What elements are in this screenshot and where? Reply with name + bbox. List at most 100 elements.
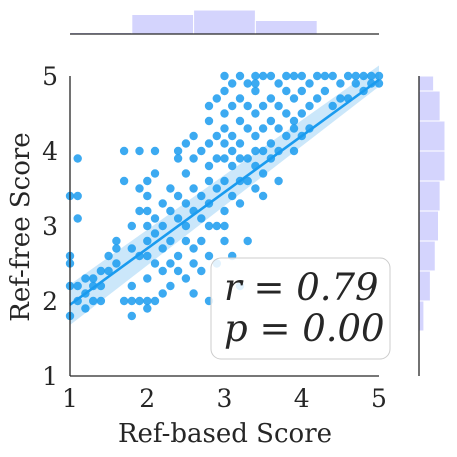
scatter-point [143, 191, 152, 201]
scatter-point [204, 251, 214, 261]
scatter-point [204, 101, 214, 111]
scatter-point [228, 79, 237, 88]
scatter-point [274, 79, 283, 88]
scatter-point [204, 221, 214, 231]
scatter-point [220, 176, 229, 186]
scatter-point [282, 131, 291, 141]
scatter-point [251, 71, 260, 81]
scatter-point [274, 176, 283, 186]
scatter-point [150, 214, 160, 223]
scatter-point [181, 274, 191, 283]
scatter-point [173, 191, 183, 201]
scatter-point [243, 176, 252, 186]
scatter-point [251, 184, 260, 193]
x-tick-label: 1 [62, 384, 78, 413]
scatter-point [189, 259, 198, 268]
scatter-point [112, 236, 121, 246]
scatter-point [204, 161, 214, 171]
scatter-point [127, 281, 136, 291]
scatter-point [143, 236, 152, 246]
scatter-point [143, 251, 152, 261]
scatter-point [81, 304, 90, 313]
scatter-point [251, 109, 260, 118]
scatter-point [181, 169, 191, 178]
regression-line [69, 78, 380, 306]
scatter-point [367, 71, 376, 81]
scatter-point [127, 221, 136, 231]
scatter-point [150, 146, 160, 156]
scatter-point [181, 236, 191, 246]
scatter-point [143, 176, 152, 186]
scatter-point [374, 71, 384, 81]
scatter-plot-area [65, 65, 384, 325]
scatter-point [228, 146, 237, 156]
scatter-point [228, 161, 237, 171]
x-axis-title: Ref-based Score [118, 419, 332, 449]
scatter-point [258, 124, 268, 133]
scatter-point [235, 71, 245, 81]
scatter-point [220, 139, 229, 148]
stats-annotation-box: r = 0.79 p = 0.00 [210, 257, 391, 360]
scatter-point [143, 274, 152, 283]
scatter-point [258, 169, 268, 178]
scatter-point [189, 131, 198, 141]
scatter-point [158, 266, 167, 276]
scatter-point [243, 79, 252, 88]
y-marginal-bar [418, 120, 446, 152]
scatter-point [320, 86, 330, 96]
scatter-point [220, 124, 229, 133]
scatter-point [96, 296, 106, 306]
scatter-point [235, 199, 245, 208]
scatter-point [73, 281, 82, 291]
scatter-point [158, 221, 167, 231]
scatter-point [220, 71, 229, 81]
scatter-point [73, 191, 82, 201]
scatter-point [181, 139, 191, 148]
scatter-point [73, 154, 82, 163]
scatter-point [243, 124, 252, 133]
scatter-point [166, 206, 175, 216]
scatter-point [228, 131, 237, 141]
scatter-point [166, 236, 175, 246]
y-tick-label: 5 [42, 62, 58, 91]
scatter-point [266, 71, 276, 81]
x-tick-label: 4 [294, 384, 310, 413]
scatter-point [297, 71, 306, 81]
scatter-point [189, 154, 198, 163]
x-marginal-bar [193, 9, 256, 35]
scatter-point [135, 184, 144, 193]
scatter-point [320, 71, 330, 81]
scatter-point [305, 79, 314, 88]
r-value-text: r = 0.79 [224, 266, 379, 309]
scatter-point [173, 251, 183, 261]
y-tick-label: 4 [42, 137, 58, 166]
scatter-point [220, 86, 229, 96]
scatter-point [212, 184, 221, 193]
scatter-point [173, 154, 183, 163]
scatter-point [96, 266, 106, 276]
scatter-point [197, 236, 206, 246]
scatter-point [297, 86, 306, 96]
scatter-point [204, 116, 214, 126]
y-marginal-bar [418, 90, 441, 122]
scatter-point [258, 71, 268, 81]
y-marginal-bar [418, 150, 446, 182]
scatter-point [313, 94, 322, 103]
scatter-point [305, 101, 314, 111]
scatter-point [166, 184, 175, 193]
scatter-point [336, 79, 345, 88]
scatter-point [251, 79, 260, 88]
scatter-point [158, 289, 167, 298]
y-marginal-bar [418, 75, 435, 92]
x-tick-label: 3 [217, 384, 233, 413]
scatter-point [127, 244, 136, 253]
y-tick-label: 2 [42, 287, 58, 316]
scatter-point [189, 184, 198, 193]
scatter-point [235, 154, 245, 163]
scatter-point [220, 221, 229, 231]
scatter-point [228, 101, 237, 111]
scatter-point [266, 94, 276, 103]
scatter-point [135, 146, 144, 156]
y-tick-labels: 1 2 3 4 5 [42, 62, 58, 391]
scatter-point [336, 94, 345, 103]
